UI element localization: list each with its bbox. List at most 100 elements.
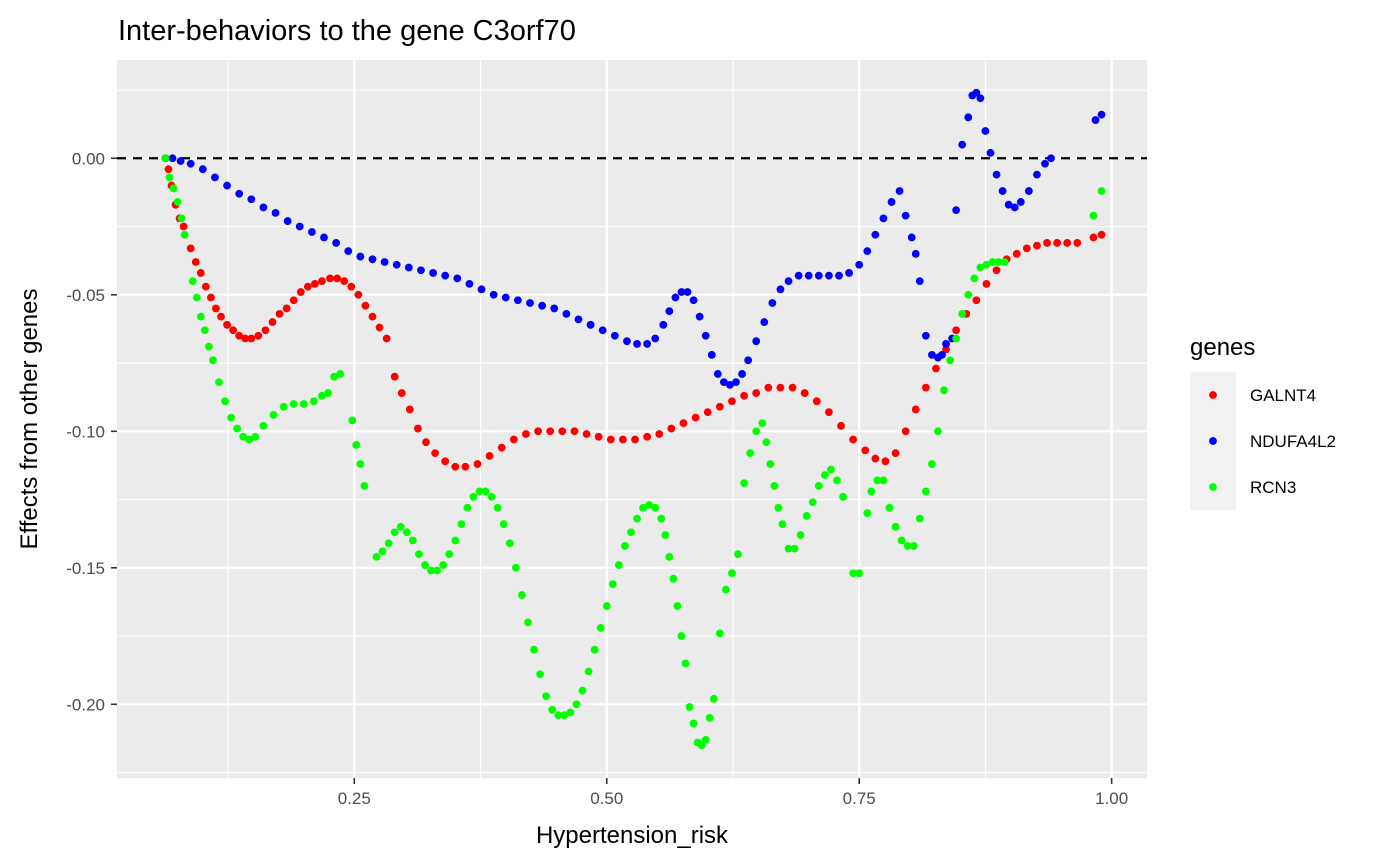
data-point xyxy=(415,550,423,559)
data-point xyxy=(1063,239,1072,247)
data-point xyxy=(382,334,391,343)
data-point xyxy=(390,528,399,537)
data-point xyxy=(732,378,740,387)
data-point xyxy=(310,397,318,406)
data-point xyxy=(505,539,514,548)
data-point xyxy=(402,528,411,537)
data-point xyxy=(911,405,920,414)
data-point xyxy=(198,165,207,174)
data-point xyxy=(972,296,981,305)
data-point xyxy=(766,460,775,468)
data-point xyxy=(794,271,803,280)
data-point xyxy=(380,258,389,266)
data-point xyxy=(867,487,876,496)
data-point xyxy=(235,189,244,198)
legend: genes GALNT4 NDUFA4L2 RCN3 xyxy=(1190,334,1336,510)
data-point xyxy=(1004,200,1013,209)
data-point xyxy=(657,514,666,523)
data-point xyxy=(651,503,660,512)
data-point xyxy=(1097,187,1106,195)
data-point xyxy=(344,247,353,256)
data-point xyxy=(320,233,328,242)
data-point xyxy=(770,481,779,490)
x-tick-label: 0.25 xyxy=(338,789,371,808)
data-point xyxy=(901,211,910,220)
data-point xyxy=(422,438,430,447)
data-point xyxy=(671,293,680,302)
data-point xyxy=(497,443,506,452)
data-point xyxy=(542,692,551,700)
data-point xyxy=(863,247,872,256)
data-point xyxy=(623,337,631,346)
data-point xyxy=(283,217,292,225)
data-point xyxy=(633,340,641,348)
data-point xyxy=(871,230,880,239)
data-point xyxy=(689,296,698,305)
data-point xyxy=(715,402,724,411)
data-point xyxy=(522,430,530,438)
data-point xyxy=(932,364,940,373)
data-point xyxy=(397,389,406,397)
data-point xyxy=(324,389,332,397)
data-point xyxy=(909,542,918,550)
data-point xyxy=(982,279,991,288)
data-point xyxy=(719,378,728,387)
legend-title: genes xyxy=(1190,334,1255,361)
data-point xyxy=(788,383,797,392)
data-point xyxy=(934,427,942,436)
data-point xyxy=(526,299,534,307)
data-point xyxy=(186,244,195,253)
data-point xyxy=(227,413,236,422)
data-point xyxy=(825,271,833,280)
data-point xyxy=(247,334,256,343)
data-point xyxy=(336,370,345,378)
data-point xyxy=(384,539,393,548)
major-gridlines xyxy=(117,60,1147,778)
data-point xyxy=(239,432,248,441)
data-point xyxy=(475,487,484,496)
data-point xyxy=(855,569,864,578)
data-point xyxy=(1000,258,1009,266)
data-point xyxy=(863,509,872,518)
data-point xyxy=(981,127,990,135)
data-point xyxy=(669,574,678,583)
data-point xyxy=(368,312,377,321)
data-point xyxy=(643,340,652,348)
data-point xyxy=(901,427,910,436)
data-point xyxy=(825,408,833,417)
data-point xyxy=(1089,211,1098,220)
data-point xyxy=(1024,187,1033,195)
data-point xyxy=(645,501,654,509)
data-point xyxy=(1012,249,1021,258)
data-point xyxy=(744,356,753,365)
data-point xyxy=(453,274,462,283)
data-point xyxy=(790,544,799,553)
data-point xyxy=(598,326,607,335)
data-point xyxy=(408,536,417,545)
data-point xyxy=(602,602,611,610)
data-point xyxy=(493,503,502,512)
data-point xyxy=(499,520,508,529)
data-point xyxy=(734,550,742,559)
data-point xyxy=(340,277,349,286)
data-point xyxy=(200,326,209,335)
data-point xyxy=(746,449,755,458)
data-point xyxy=(808,498,817,507)
y-tick-label: -0.20 xyxy=(66,695,105,714)
data-point xyxy=(215,378,223,387)
data-point xyxy=(524,618,532,627)
data-point xyxy=(378,547,387,556)
data-point xyxy=(169,184,178,193)
data-point xyxy=(296,288,305,296)
data-point xyxy=(348,416,357,425)
data-point xyxy=(881,457,890,466)
data-point xyxy=(752,337,761,346)
data-points xyxy=(161,88,1106,750)
data-point xyxy=(368,255,377,264)
data-point xyxy=(709,694,718,703)
data-point xyxy=(469,492,478,501)
data-point xyxy=(578,686,587,695)
data-point xyxy=(982,260,991,269)
data-point xyxy=(251,432,260,441)
